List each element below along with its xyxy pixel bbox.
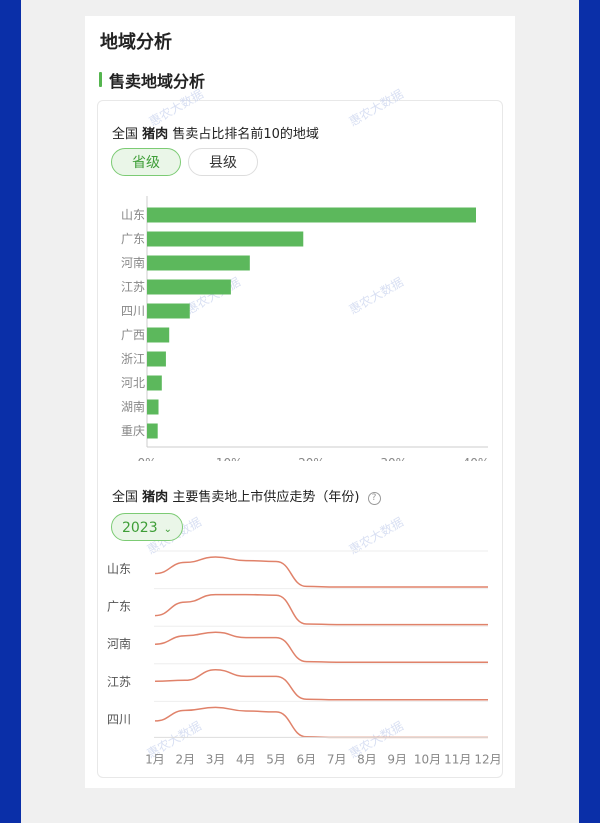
category-label: 重庆 (121, 424, 145, 438)
series-label: 河南 (107, 636, 131, 651)
x-tick-label: 11月 (444, 752, 471, 766)
help-icon[interactable]: ? (367, 492, 381, 505)
bar (147, 231, 304, 247)
x-tick-label: 30% (380, 456, 407, 461)
bar (147, 207, 476, 223)
analysis-panel: 地域分析 售卖地域分析 惠农大数据 惠农大数据 惠农大数据 惠农大数据 惠农大数… (85, 16, 515, 788)
bar (147, 255, 250, 271)
x-tick-label: 40% (463, 456, 490, 461)
x-tick-label: 0% (137, 456, 156, 461)
x-tick-label: 1月 (145, 752, 165, 766)
bar (147, 375, 162, 391)
page-title: 地域分析 (100, 32, 172, 53)
tab-province[interactable]: 省级 (111, 148, 181, 176)
bar (147, 423, 158, 439)
year-select[interactable]: 2023 ⌄ (111, 513, 183, 541)
x-tick-label: 6月 (297, 752, 317, 766)
heading-scope: 全国 (112, 490, 139, 505)
heading-description: 售卖占比排名前10的地域 (172, 127, 319, 142)
category-label: 广西 (121, 328, 145, 342)
trend-chart-heading: 全国 猪肉 主要售卖地上市供应走势（年份) ? (112, 486, 381, 505)
series-label: 山东 (107, 562, 131, 576)
heading-product: 猪肉 (142, 127, 169, 142)
chevron-down-icon: ⌄ (163, 524, 173, 535)
category-label: 河北 (121, 376, 145, 390)
x-tick-label: 3月 (206, 752, 226, 766)
category-label: 江苏 (121, 280, 145, 294)
bar (147, 303, 190, 319)
category-label: 湖南 (121, 399, 145, 414)
series-line (154, 669, 488, 701)
heading-product: 猪肉 (142, 490, 169, 505)
x-tick-label: 8月 (357, 752, 377, 766)
left-side-band (0, 0, 21, 823)
heading-scope: 全国 (112, 127, 139, 142)
x-tick-label: 7月 (327, 752, 347, 766)
watermark: 惠农大数据 (346, 86, 406, 129)
series-line (154, 556, 488, 588)
x-tick-label: 5月 (266, 752, 286, 766)
heading-description: 主要售卖地上市供应走势（年份) (172, 490, 360, 505)
right-side-band (579, 0, 600, 823)
x-tick-label: 9月 (387, 752, 407, 766)
section-title: 售卖地域分析 (109, 72, 206, 91)
bar (147, 351, 166, 367)
category-label: 山东 (121, 208, 145, 222)
x-tick-label: 12月 (474, 752, 501, 766)
x-tick-label: 2月 (175, 752, 195, 766)
bar (147, 327, 170, 343)
series-line (154, 631, 488, 663)
series-label: 四川 (107, 712, 131, 726)
tab-county[interactable]: 县级 (188, 148, 258, 176)
series-label: 江苏 (107, 675, 131, 689)
year-select-value: 2023 (121, 520, 158, 536)
category-label: 河南 (121, 255, 145, 270)
section-accent-bar (99, 72, 102, 87)
bar (147, 279, 231, 295)
x-tick-label: 4月 (236, 752, 256, 766)
category-label: 广东 (121, 232, 145, 246)
analysis-card: 惠农大数据 惠农大数据 惠农大数据 惠农大数据 惠农大数据 惠农大数据 惠农大数… (97, 87, 503, 778)
x-tick-label: 20% (298, 456, 325, 461)
x-tick-label: 10月 (414, 752, 441, 766)
series-line (154, 706, 488, 739)
bar (147, 399, 159, 415)
category-label: 浙江 (121, 352, 145, 366)
x-tick-label: 10% (216, 456, 243, 461)
series-line (154, 593, 488, 626)
category-label: 四川 (121, 304, 145, 318)
series-label: 广东 (107, 600, 131, 614)
bar-chart-heading: 全国 猪肉 售卖占比排名前10的地域 (112, 123, 319, 142)
